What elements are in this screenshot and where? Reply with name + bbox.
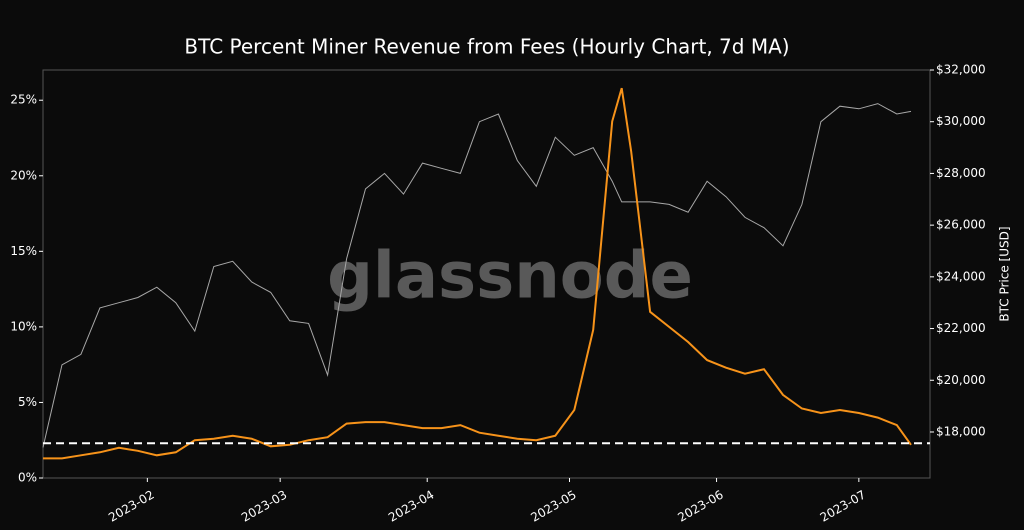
x-tick-label: 2023-04 (386, 488, 436, 525)
x-tick-label: 2023-02 (106, 488, 156, 525)
x-tick-label: 2023-06 (675, 488, 725, 525)
y2-axis-label: BTC Price [USD] (998, 226, 1012, 321)
y-tick-label: 10% (10, 319, 37, 333)
x-tick-label: 2023-07 (818, 488, 868, 525)
y2-tick-label: $20,000 (936, 373, 986, 387)
series-line (43, 87, 912, 460)
x-tick-label: 2023-03 (239, 488, 289, 525)
y-tick-label: 0% (18, 471, 37, 485)
y-tick-label: 5% (18, 395, 37, 409)
y2-tick-label: $18,000 (936, 424, 986, 438)
y2-tick-label: $30,000 (936, 114, 986, 128)
plot-frame (42, 69, 931, 479)
watermark: glassnode (327, 240, 693, 314)
y-tick-label: 25% (10, 93, 37, 107)
x-tick-label: 2023-05 (528, 488, 578, 525)
y2-tick-label: $28,000 (936, 166, 986, 180)
series-line (42, 103, 912, 448)
y-tick-label: 15% (10, 244, 37, 258)
y2-tick-label: $22,000 (936, 321, 986, 335)
y2-tick-label: $26,000 (936, 218, 986, 232)
y2-tick-label: $24,000 (936, 269, 986, 283)
y2-tick-label: $32,000 (936, 63, 986, 77)
chart-title: BTC Percent Miner Revenue from Fees (Hou… (184, 35, 789, 59)
y-tick-label: 20% (10, 168, 37, 182)
